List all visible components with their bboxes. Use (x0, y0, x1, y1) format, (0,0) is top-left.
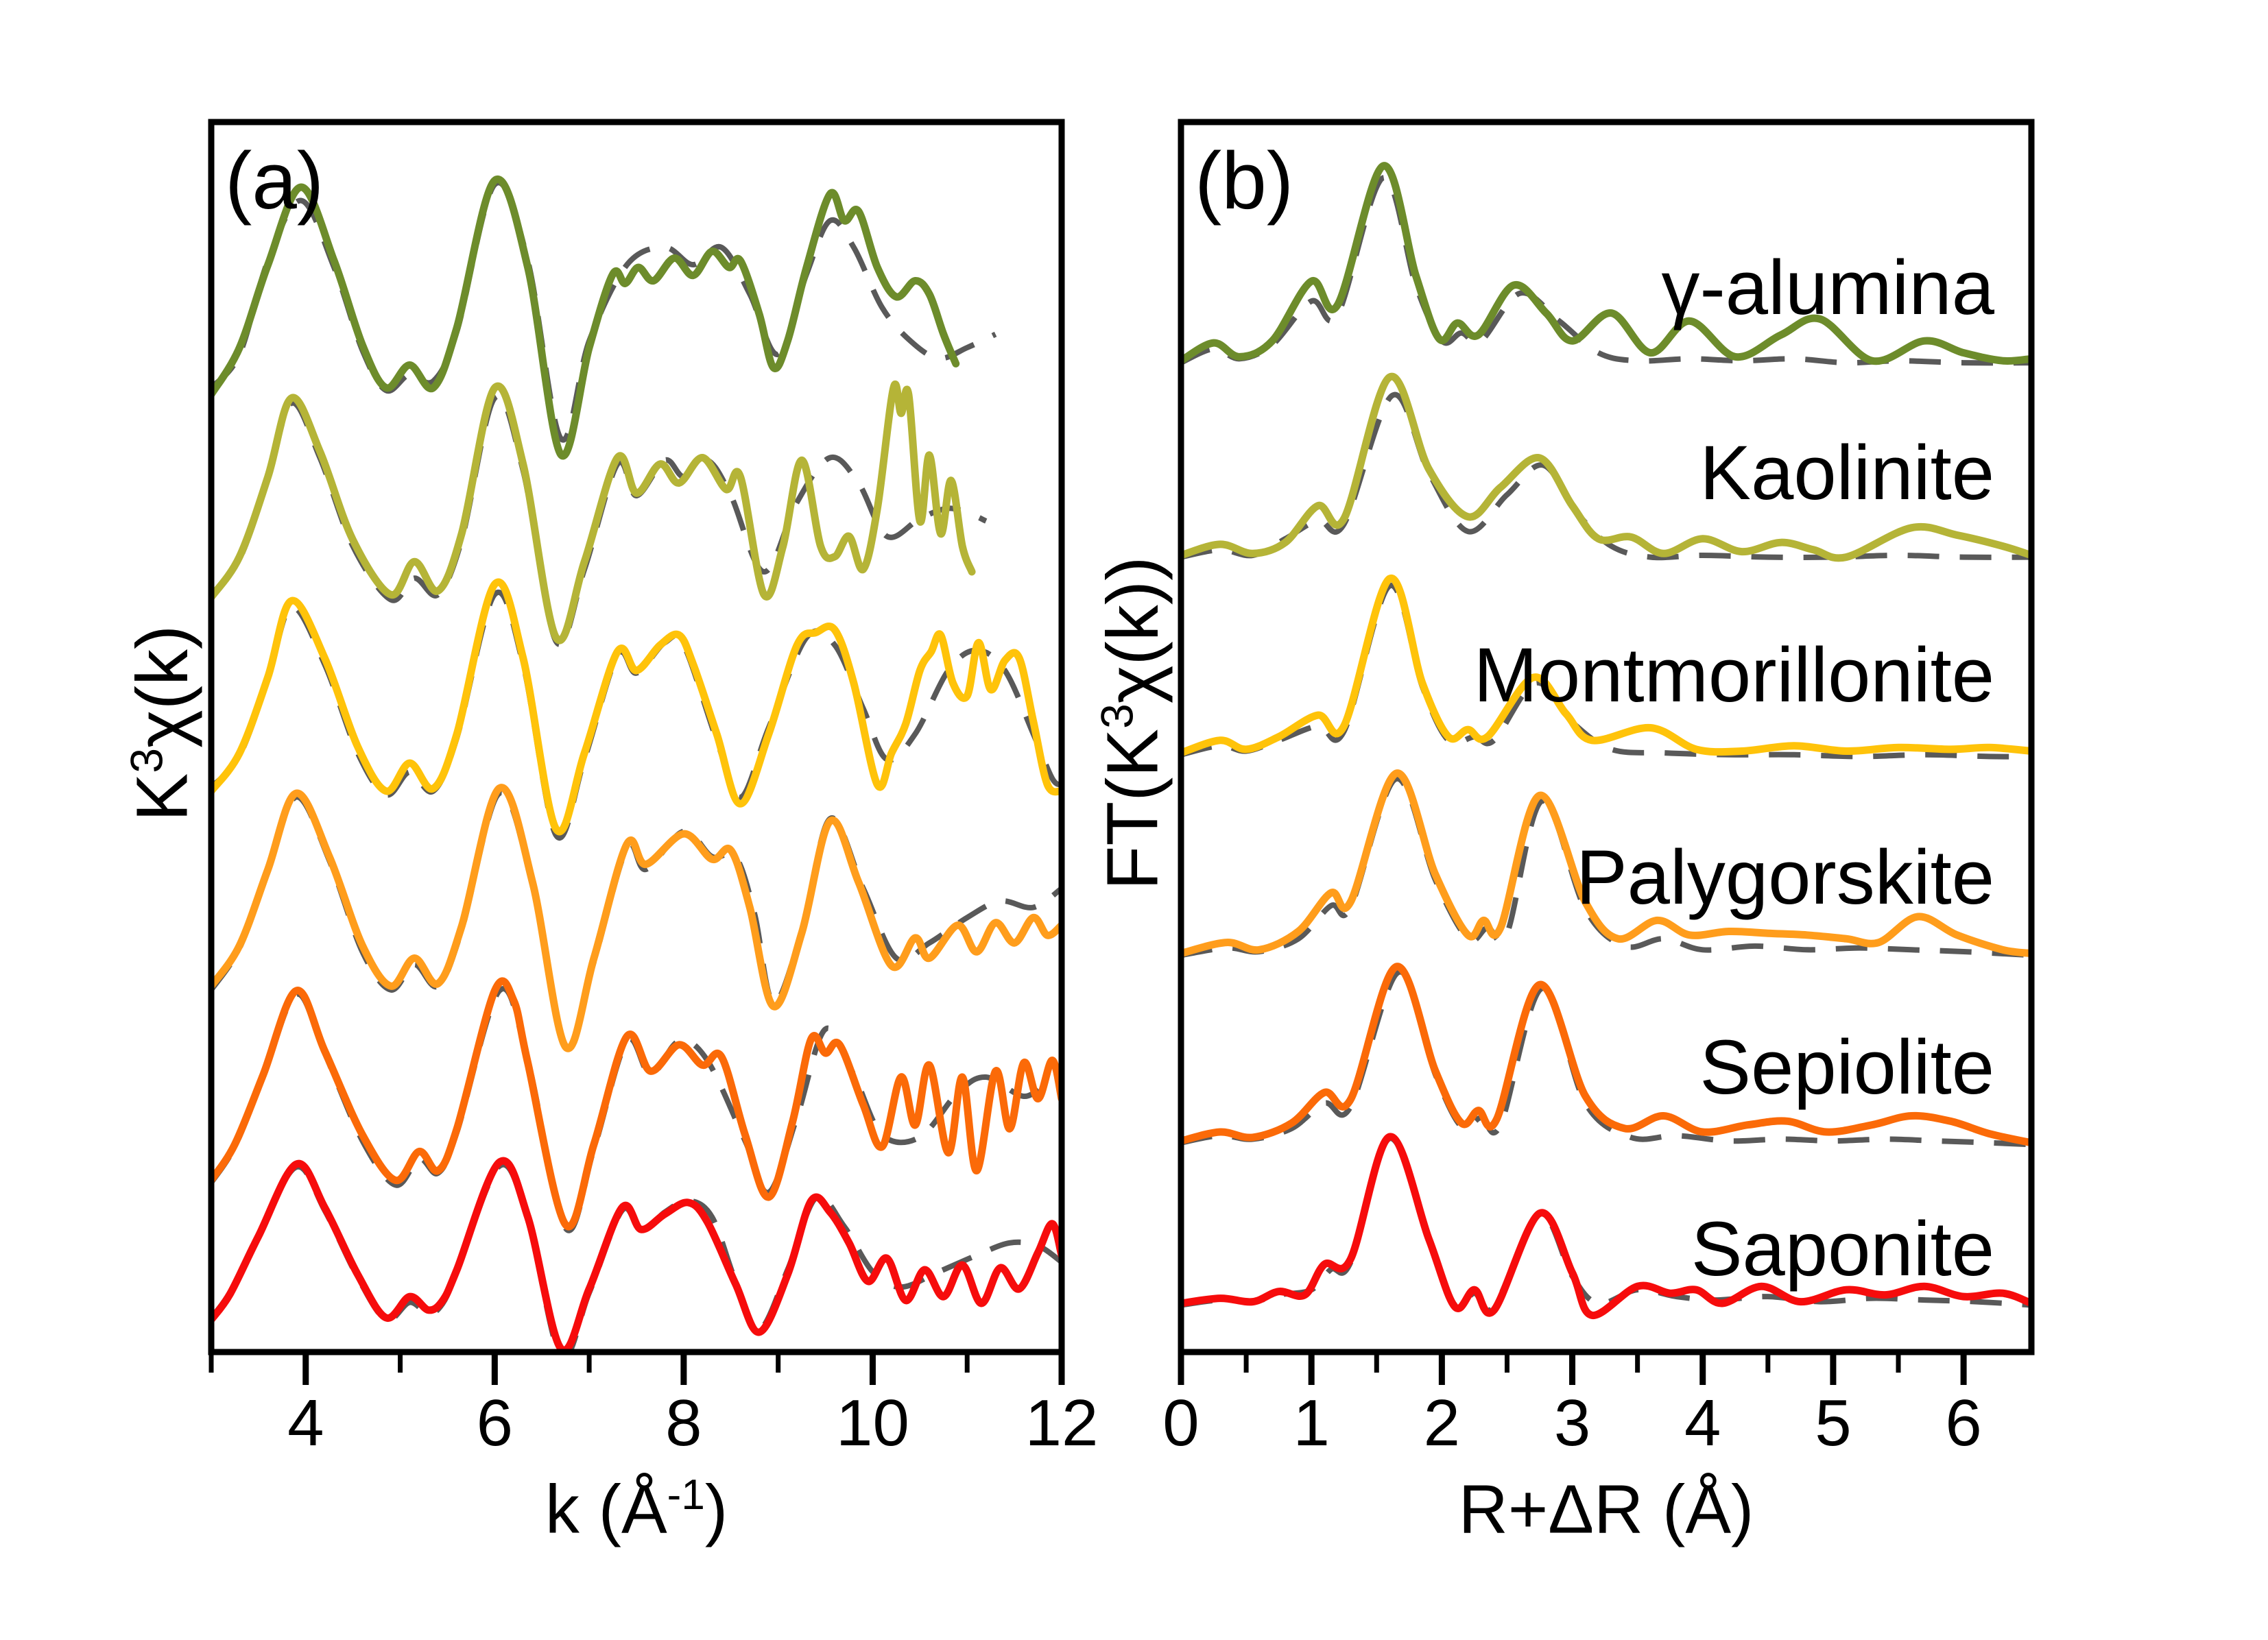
x-tick-label: 2 (1423, 1386, 1461, 1460)
x-tick-label: 3 (1553, 1386, 1591, 1460)
y-axis-title-a: K3χ(k) (121, 625, 203, 822)
x-tick-label: 4 (287, 1386, 324, 1460)
curve-palygorskite-data (1181, 769, 2031, 958)
x-tick-label: 5 (1815, 1386, 1852, 1460)
curves-panel-b (1181, 162, 2031, 1319)
x-axis-title-a: k (Å-1) (545, 1471, 728, 1548)
curve--alumina-data (1181, 162, 2031, 365)
mineral-label-montmorillonite: Montmorillonite (1473, 632, 1994, 718)
mineral-label-sepiolite: Sepiolite (1699, 1024, 1994, 1110)
mineral-label-saponite: Saponite (1691, 1206, 1994, 1292)
curve-saponite-data (211, 1157, 1062, 1352)
curve--alumina-data (211, 175, 960, 460)
panel-a-border (208, 119, 1065, 1355)
x-tick-label: 8 (665, 1386, 702, 1460)
x-tick-label: 0 (1162, 1386, 1199, 1460)
panel-a-letter: (a) (225, 136, 324, 226)
x-tick-label: 6 (476, 1386, 514, 1460)
curve-montmorillonite-data (211, 578, 1062, 836)
panel-b-letter: (b) (1195, 136, 1294, 226)
curve-sepiolite-fit (211, 986, 1062, 1233)
curve-kaolinite-data (211, 381, 976, 644)
curve-palygorskite-fit (211, 790, 1062, 1054)
x-tick-label: 4 (1684, 1386, 1721, 1460)
mineral-label-palygorskite: Palygorskite (1575, 834, 1994, 920)
panel-b-border (1178, 119, 2035, 1355)
mineral-label--alumina: γ-alumina (1661, 245, 1994, 330)
curve-palygorskite-data (211, 784, 1062, 1052)
mineral-label-kaolinite: Kaolinite (1699, 430, 1994, 516)
curve-kaolinite-data (1181, 372, 2031, 562)
curve-palygorskite-fit (1181, 775, 2031, 958)
y-axis-title-b: FT(K3χ(k)) (1091, 556, 1173, 891)
curve-saponite-fit (211, 1161, 1062, 1352)
curve-montmorillonite-data (1181, 575, 2031, 757)
x-tick-label: 12 (1025, 1386, 1099, 1460)
curve-montmorillonite-fit (1181, 583, 2031, 760)
x-axis-title-b: R+ΔR (Å) (1458, 1471, 1754, 1548)
curve-sepiolite-data (211, 977, 1062, 1231)
x-tick-label: 6 (1945, 1386, 1982, 1460)
curve-saponite-data (1181, 1133, 2031, 1319)
curve-sepiolite-fit (1181, 969, 2031, 1148)
curve-montmorillonite-fit (211, 590, 1062, 841)
curve--alumina-fit (1181, 175, 2031, 366)
x-tick-label: 10 (836, 1386, 909, 1460)
curves-panel-a (211, 175, 1062, 1352)
curve-sepiolite-data (1181, 963, 2031, 1147)
x-tick-label: 1 (1293, 1386, 1330, 1460)
